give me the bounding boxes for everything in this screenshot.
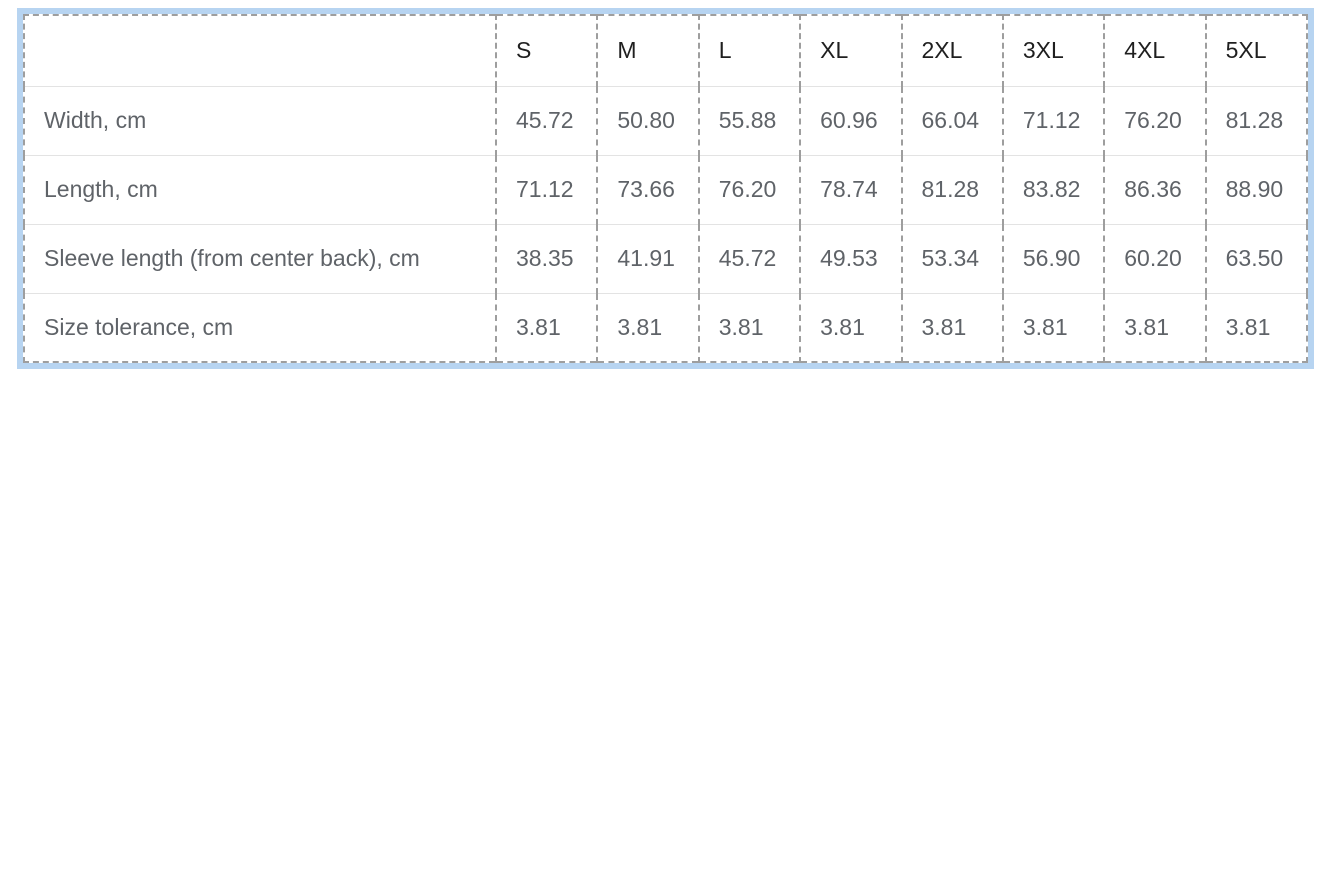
value-cell[interactable]: 81.28 (900, 154, 1003, 224)
value-cell[interactable]: 50.80 (596, 85, 699, 155)
value-cell[interactable]: 78.74 (799, 154, 902, 224)
value-cell[interactable]: 76.20 (1103, 85, 1206, 155)
row-label-cell[interactable]: Size tolerance, cm (24, 292, 496, 362)
size-chart-header-row: S M L XL 2XL 3XL 4XL 5XL (24, 15, 1307, 86)
size-column-header[interactable]: 3XL (1001, 15, 1105, 86)
value-cell[interactable]: 45.72 (494, 85, 598, 155)
value-cell[interactable]: 41.91 (596, 223, 699, 293)
value-cell[interactable]: 63.50 (1204, 223, 1307, 293)
value-cell[interactable]: 60.96 (799, 85, 902, 155)
value-cell[interactable]: 71.12 (494, 154, 598, 224)
row-label-cell[interactable]: Width, cm (24, 85, 496, 155)
row-label-cell[interactable]: Sleeve length (from center back), cm (24, 223, 496, 293)
size-column-header[interactable]: XL (799, 15, 902, 86)
value-cell[interactable]: 3.81 (596, 292, 699, 362)
size-column-header[interactable]: S (494, 15, 598, 86)
value-cell[interactable]: 3.81 (697, 292, 801, 362)
size-column-header[interactable]: 4XL (1103, 15, 1206, 86)
value-cell[interactable]: 3.81 (900, 292, 1003, 362)
table-row: Length, cm 71.12 73.66 76.20 78.74 81.28 83.82… (24, 154, 1307, 224)
value-cell[interactable]: 86.36 (1103, 154, 1206, 224)
value-cell[interactable]: 81.28 (1204, 85, 1307, 155)
size-chart-body: Width, cm 45.72 50.80 55.88 60.96 66.04 71.12 7… (24, 85, 1307, 362)
table-selection-outline: S M L XL 2XL 3XL 4XL 5XL Width, cm 45.72 50.80 55.… (17, 8, 1314, 369)
value-cell[interactable]: 3.81 (1001, 292, 1105, 362)
table-row: Width, cm 45.72 50.80 55.88 60.96 66.04 71.12 7… (24, 85, 1307, 155)
table-row: Size tolerance, cm 3.81 3.81 3.81 3.81 3.81 3.… (24, 292, 1307, 362)
value-cell[interactable]: 56.90 (1001, 223, 1105, 293)
value-cell[interactable]: 71.12 (1001, 85, 1105, 155)
size-column-header[interactable]: M (596, 15, 699, 86)
corner-cell[interactable] (24, 15, 496, 86)
value-cell[interactable]: 3.81 (494, 292, 598, 362)
value-cell[interactable]: 3.81 (799, 292, 902, 362)
value-cell[interactable]: 38.35 (494, 223, 598, 293)
value-cell[interactable]: 45.72 (697, 223, 801, 293)
value-cell[interactable]: 3.81 (1103, 292, 1206, 362)
size-chart-table[interactable]: S M L XL 2XL 3XL 4XL 5XL Width, cm 45.72 50.80 55.… (23, 14, 1308, 363)
value-cell[interactable]: 55.88 (697, 85, 801, 155)
value-cell[interactable]: 53.34 (900, 223, 1003, 293)
value-cell[interactable]: 76.20 (697, 154, 801, 224)
value-cell[interactable]: 49.53 (799, 223, 902, 293)
value-cell[interactable]: 83.82 (1001, 154, 1105, 224)
value-cell[interactable]: 3.81 (1204, 292, 1307, 362)
value-cell[interactable]: 60.20 (1103, 223, 1206, 293)
value-cell[interactable]: 66.04 (900, 85, 1003, 155)
size-column-header[interactable]: 5XL (1204, 15, 1307, 86)
row-label-cell[interactable]: Length, cm (24, 154, 496, 224)
value-cell[interactable]: 73.66 (596, 154, 699, 224)
table-row: Sleeve length (from center back), cm 38.3… (24, 223, 1307, 293)
size-column-header[interactable]: L (697, 15, 801, 86)
size-column-header[interactable]: 2XL (900, 15, 1003, 86)
value-cell[interactable]: 88.90 (1204, 154, 1307, 224)
